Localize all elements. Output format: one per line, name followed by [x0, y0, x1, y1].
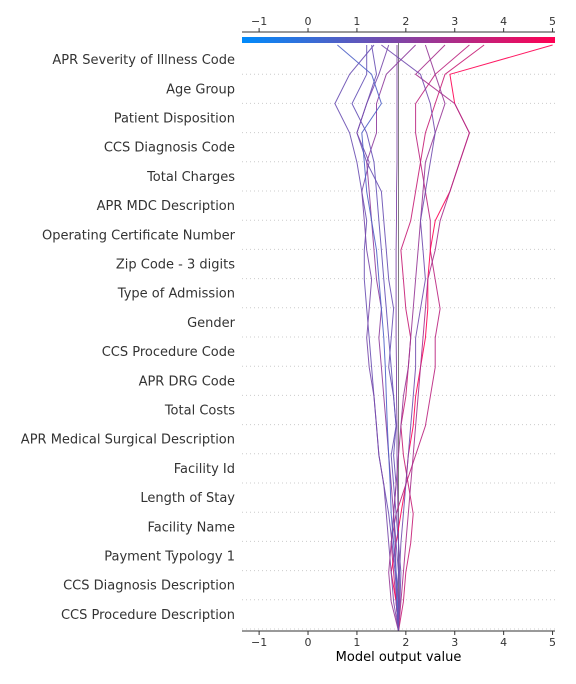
feature-label: CCS Procedure Description [61, 608, 235, 623]
decision-line [398, 44, 470, 632]
feature-label: APR Medical Surgical Description [21, 433, 235, 448]
tick-label: 2 [402, 636, 409, 649]
feature-label: Gender [187, 316, 236, 331]
feature-label: Zip Code - 3 digits [116, 258, 235, 273]
feature-labels: APR Severity of Illness Code Age Group Pat… [21, 53, 236, 623]
feature-label: CCS Diagnosis Description [63, 579, 235, 594]
feature-label: APR DRG Code [139, 374, 235, 389]
tick-label: 2 [402, 15, 409, 28]
feature-label: Facility Name [147, 520, 235, 535]
tick-label: 0 [305, 636, 312, 649]
tick-label: 0 [305, 15, 312, 28]
colorbar-gradient [242, 37, 555, 43]
tick-label: −1 [251, 636, 267, 649]
tick-label: 5 [549, 636, 556, 649]
feature-label: CCS Procedure Code [102, 345, 235, 360]
decision-line [356, 44, 399, 632]
x-axis-label: Model output value [336, 650, 462, 665]
decision-line [388, 44, 446, 632]
feature-label: Operating Certificate Number [42, 228, 236, 243]
decision-line [337, 44, 399, 632]
decision-line [381, 44, 436, 632]
decision-line [356, 44, 402, 632]
feature-label: Total Costs [164, 404, 235, 419]
decision-line [334, 44, 399, 632]
feature-label: APR MDC Description [97, 199, 235, 214]
feature-label: Length of Stay [140, 491, 235, 506]
feature-label: Patient Disposition [114, 112, 235, 127]
tick-label: 3 [451, 15, 458, 28]
tick-label: 5 [549, 15, 556, 28]
bottom-axis: −1 0 1 2 3 4 5 [242, 630, 556, 649]
decision-line [395, 45, 401, 632]
feature-label: Age Group [166, 82, 235, 97]
colorbar [242, 37, 555, 43]
feature-label: Facility Id [174, 462, 235, 477]
tick-label: 4 [500, 15, 507, 28]
feature-label: Payment Typology 1 [104, 550, 235, 565]
tick-label: 3 [451, 636, 458, 649]
tick-label: 1 [353, 15, 360, 28]
feature-label: Total Charges [146, 170, 235, 185]
decision-lines [334, 44, 553, 632]
decision-line [366, 44, 416, 631]
feature-label: APR Severity of Illness Code [52, 53, 235, 68]
tick-label: 1 [353, 636, 360, 649]
top-axis: −1 0 1 2 3 4 5 [242, 15, 556, 33]
feature-label: Type of Admission [117, 287, 235, 302]
decision-line [398, 44, 485, 632]
tick-label: 4 [500, 636, 507, 649]
decision-line [351, 45, 400, 632]
feature-label: CCS Diagnosis Code [104, 141, 235, 156]
tick-label: −1 [251, 15, 267, 28]
